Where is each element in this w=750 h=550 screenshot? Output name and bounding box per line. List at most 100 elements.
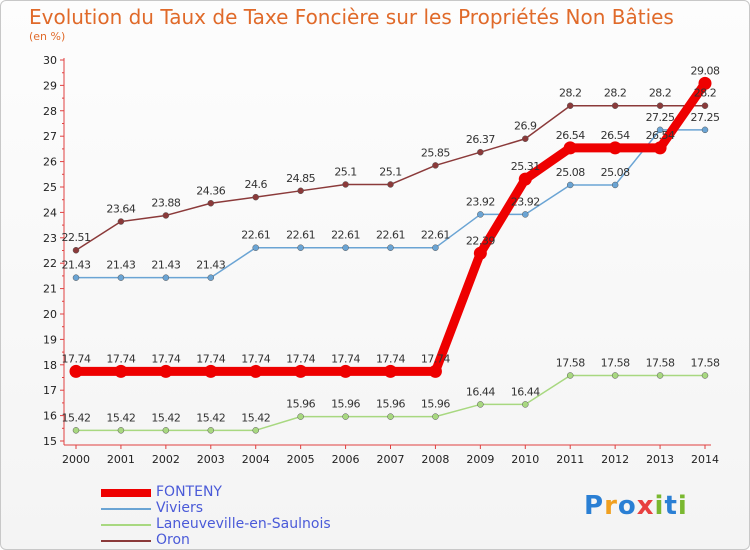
- data-label-laneuveville: 17.58: [691, 356, 720, 369]
- data-point-fonteny[interactable]: [653, 141, 667, 155]
- data-label-oron: 23.88: [151, 196, 180, 209]
- data-label-oron: 22.51: [62, 231, 91, 244]
- data-point-fonteny[interactable]: [473, 246, 487, 260]
- data-point-fonteny[interactable]: [384, 364, 397, 378]
- data-point-laneuveville[interactable]: [701, 372, 709, 379]
- data-point-viviers[interactable]: [611, 181, 619, 189]
- data-point-viviers[interactable]: [701, 126, 709, 134]
- data-point-viviers[interactable]: [432, 244, 439, 251]
- data-point-viviers[interactable]: [566, 181, 574, 189]
- data-point-laneuveville[interactable]: [162, 427, 170, 434]
- logo-letter-4: x: [636, 491, 655, 521]
- data-point-fonteny[interactable]: [428, 364, 442, 378]
- data-point-viviers[interactable]: [207, 274, 215, 281]
- proxiti-logo[interactable]: Proxiti: [584, 491, 688, 521]
- data-label-fonteny: 17.74: [241, 352, 270, 365]
- data-point-fonteny[interactable]: [698, 76, 712, 90]
- data-point-viviers[interactable]: [117, 274, 125, 281]
- data-point-fonteny[interactable]: [69, 364, 83, 378]
- y-tick-label: 23: [43, 232, 57, 245]
- data-point-laneuveville[interactable]: [656, 372, 664, 379]
- data-point-viviers[interactable]: [297, 244, 304, 251]
- unit-label: (en %): [29, 30, 66, 43]
- data-label-oron: 28.2: [559, 87, 582, 100]
- y-tick-label: 20: [43, 308, 57, 321]
- data-point-oron[interactable]: [72, 246, 80, 254]
- data-point-laneuveville[interactable]: [72, 427, 80, 434]
- logo-letter-1: P: [584, 491, 605, 521]
- data-point-viviers[interactable]: [387, 244, 394, 251]
- data-point-oron[interactable]: [432, 162, 439, 169]
- data-point-fonteny[interactable]: [563, 141, 577, 155]
- data-label-laneuveville: 16.44: [466, 385, 495, 398]
- data-point-laneuveville[interactable]: [207, 427, 215, 434]
- data-label-viviers: 22.61: [241, 229, 270, 242]
- data-point-fonteny[interactable]: [114, 364, 128, 378]
- x-tick-label: 2001: [107, 453, 135, 466]
- data-point-fonteny[interactable]: [608, 141, 622, 155]
- legend-label-viviers: Viviers: [156, 500, 203, 516]
- y-tick-label: 19: [43, 333, 57, 346]
- data-label-fonteny: 17.74: [421, 352, 450, 365]
- data-point-laneuveville[interactable]: [566, 372, 574, 379]
- data-point-laneuveville[interactable]: [432, 413, 439, 420]
- data-point-oron[interactable]: [162, 212, 170, 219]
- data-point-laneuveville[interactable]: [387, 413, 394, 420]
- data-point-oron[interactable]: [522, 135, 529, 142]
- data-point-viviers[interactable]: [162, 274, 170, 281]
- data-point-viviers[interactable]: [72, 274, 80, 281]
- data-label-fonteny: 17.74: [106, 352, 135, 365]
- data-point-laneuveville[interactable]: [252, 427, 259, 434]
- data-point-laneuveville[interactable]: [297, 413, 304, 420]
- data-point-fonteny[interactable]: [204, 364, 218, 378]
- data-point-viviers[interactable]: [522, 211, 529, 218]
- data-point-fonteny[interactable]: [518, 172, 532, 186]
- data-label-oron: 24.36: [196, 184, 225, 197]
- data-point-oron[interactable]: [252, 193, 259, 201]
- data-point-laneuveville[interactable]: [342, 413, 349, 420]
- data-point-viviers[interactable]: [656, 126, 664, 134]
- data-point-oron[interactable]: [387, 181, 394, 188]
- data-label-fonteny: 17.74: [62, 352, 91, 365]
- data-point-viviers[interactable]: [477, 211, 484, 218]
- data-point-viviers[interactable]: [252, 244, 259, 251]
- data-point-oron[interactable]: [117, 218, 125, 225]
- y-tick-label: 22: [43, 257, 57, 270]
- data-label-laneuveville: 15.96: [331, 398, 360, 411]
- data-point-fonteny[interactable]: [294, 364, 308, 378]
- data-point-fonteny[interactable]: [339, 364, 353, 378]
- data-point-oron[interactable]: [656, 102, 664, 109]
- data-point-oron[interactable]: [297, 187, 304, 195]
- y-tick-label: 21: [43, 283, 57, 296]
- data-label-laneuveville: 15.42: [106, 411, 135, 424]
- data-label-viviers: 22.61: [376, 229, 405, 242]
- data-point-oron[interactable]: [477, 148, 484, 156]
- data-point-fonteny[interactable]: [159, 364, 173, 378]
- data-point-laneuveville[interactable]: [477, 401, 484, 408]
- y-tick-label: 16: [43, 410, 57, 423]
- data-label-laneuveville: 15.96: [286, 398, 315, 411]
- data-point-fonteny[interactable]: [249, 364, 263, 378]
- data-label-viviers: 25.08: [556, 166, 585, 179]
- x-tick-label: 2000: [62, 453, 90, 466]
- data-point-viviers[interactable]: [342, 244, 349, 251]
- data-label-laneuveville: 15.42: [196, 411, 225, 424]
- data-label-oron: 26.37: [466, 133, 495, 146]
- data-label-fonteny: 17.74: [376, 352, 405, 365]
- data-label-viviers: 23.92: [511, 195, 540, 208]
- data-point-oron[interactable]: [701, 102, 709, 109]
- data-point-laneuveville[interactable]: [611, 372, 619, 379]
- data-label-viviers: 25.08: [601, 166, 630, 179]
- data-point-laneuveville[interactable]: [522, 401, 529, 408]
- data-label-viviers: 21.43: [196, 259, 225, 272]
- data-point-oron[interactable]: [611, 102, 619, 109]
- data-point-oron[interactable]: [207, 200, 215, 207]
- data-point-oron[interactable]: [566, 102, 574, 109]
- x-tick-label: 2007: [377, 453, 405, 466]
- x-tick-label: 2008: [421, 453, 449, 466]
- data-label-fonteny: 26.54: [556, 129, 585, 142]
- data-point-laneuveville[interactable]: [117, 427, 125, 434]
- chart-title: Evolution du Taux de Taxe Foncière sur l…: [29, 5, 674, 29]
- data-point-oron[interactable]: [342, 181, 349, 188]
